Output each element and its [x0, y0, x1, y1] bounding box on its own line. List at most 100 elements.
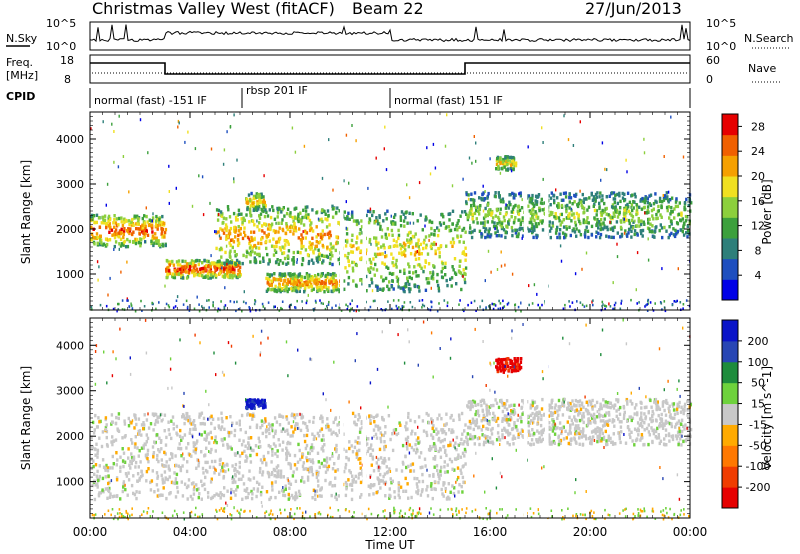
heatmap-cell: [503, 218, 506, 223]
heatmap-cell: [600, 222, 603, 226]
heatmap-cell: [218, 259, 221, 263]
heatmap-cell: [306, 475, 310, 479]
heatmap-cell: [453, 271, 457, 275]
noise-cell: [236, 158, 238, 162]
heatmap-cell: [172, 263, 176, 267]
heatmap-cell: [234, 462, 238, 467]
heatmap-cell: [500, 225, 503, 229]
heatmap-cell: [351, 474, 354, 478]
heatmap-cell: [100, 221, 103, 225]
heatmap-cell: [460, 471, 463, 475]
heatmap-cell: [591, 398, 594, 403]
heatmap-cell: [192, 449, 195, 453]
heatmap-cell: [265, 234, 268, 238]
heatmap-cell: [421, 479, 425, 484]
noise-cell: [647, 237, 649, 241]
heatmap-cell: [320, 486, 323, 490]
heatmap-cell: [238, 419, 241, 423]
heatmap-cell: [605, 234, 608, 238]
heatmap-cell: [218, 472, 221, 476]
heatmap-cell: [355, 222, 359, 227]
noise-cell: [116, 309, 118, 313]
heatmap-cell: [276, 258, 279, 262]
noise-cell: [294, 306, 297, 310]
heatmap-cell: [238, 465, 241, 469]
heatmap-cell: [241, 474, 245, 478]
heatmap-cell: [651, 230, 654, 234]
heatmap-cell: [281, 448, 284, 452]
heatmap-cell: [266, 214, 270, 218]
heatmap-cell: [116, 494, 119, 498]
heatmap-cell: [188, 453, 192, 457]
noise-cell: [459, 299, 461, 302]
heatmap-cell: [246, 406, 249, 410]
noise-cell: [229, 300, 232, 303]
heatmap-cell: [327, 424, 330, 429]
heatmap-cell: [143, 214, 146, 218]
heatmap-cell: [103, 214, 107, 218]
heatmap-cell: [226, 274, 229, 279]
heatmap-cell: [399, 286, 402, 290]
heatmap-cell: [622, 212, 626, 216]
heatmap-cell: [382, 433, 385, 438]
heatmap-cell: [669, 212, 672, 216]
noise-cell: [130, 304, 133, 307]
heatmap-cell: [186, 264, 190, 268]
noise-cell: [99, 303, 102, 307]
noise-cell: [557, 206, 559, 210]
heatmap-cell: [578, 198, 581, 202]
heatmap-cell: [167, 269, 171, 273]
heatmap-cell: [210, 459, 214, 464]
noise-cell: [349, 302, 352, 306]
heatmap-cell: [512, 442, 515, 446]
heatmap-cell: [306, 205, 309, 209]
heatmap-cell: [417, 245, 420, 249]
heatmap-cell: [565, 436, 568, 440]
heatmap-cell: [96, 235, 99, 240]
heatmap-cell: [463, 252, 466, 257]
heatmap-cell: [580, 203, 583, 208]
noise-cell: [223, 275, 225, 279]
heatmap-cell: [387, 266, 390, 270]
heatmap-cell: [220, 493, 223, 497]
heatmap-cell: [358, 448, 361, 453]
heatmap-cell: [215, 265, 218, 269]
heatmap-cell: [416, 477, 419, 481]
noise-cell: [96, 260, 99, 264]
heatmap-cell: [235, 218, 238, 222]
heatmap-cell: [614, 193, 617, 197]
heatmap-cell: [379, 227, 382, 231]
heatmap-cell: [292, 288, 296, 292]
noise-cell: [403, 301, 406, 304]
heatmap-cell: [294, 479, 298, 483]
heatmap-cell: [311, 208, 314, 212]
heatmap-cell: [266, 272, 269, 277]
heatmap-cell: [293, 453, 297, 458]
heatmap-cell: [504, 235, 507, 240]
heatmap-cell: [382, 418, 385, 422]
heatmap-cell: [334, 279, 338, 283]
heatmap-cell: [298, 492, 301, 497]
heatmap-cell: [159, 223, 162, 227]
heatmap-cell: [428, 474, 431, 478]
heatmap-cell: [135, 226, 138, 231]
heatmap-cell: [373, 420, 376, 424]
heatmap-cell: [613, 206, 617, 210]
noise-cell: [514, 309, 517, 313]
heatmap-cell: [197, 273, 200, 277]
heatmap-cell: [127, 471, 130, 475]
heatmap-cell: [233, 428, 237, 433]
heatmap-cell: [568, 206, 571, 210]
heatmap-cell: [295, 422, 298, 426]
heatmap-cell: [304, 446, 308, 451]
heatmap-cell: [302, 223, 306, 227]
heatmap-cell: [448, 212, 452, 216]
heatmap-cell: [415, 482, 419, 486]
heatmap-cell: [574, 398, 578, 403]
heatmap-cell: [215, 267, 219, 271]
heatmap-cell: [329, 233, 332, 238]
heatmap-cell: [305, 443, 309, 448]
heatmap-cell: [320, 494, 323, 498]
heatmap-cell: [658, 199, 662, 204]
heatmap-cell: [465, 192, 468, 197]
